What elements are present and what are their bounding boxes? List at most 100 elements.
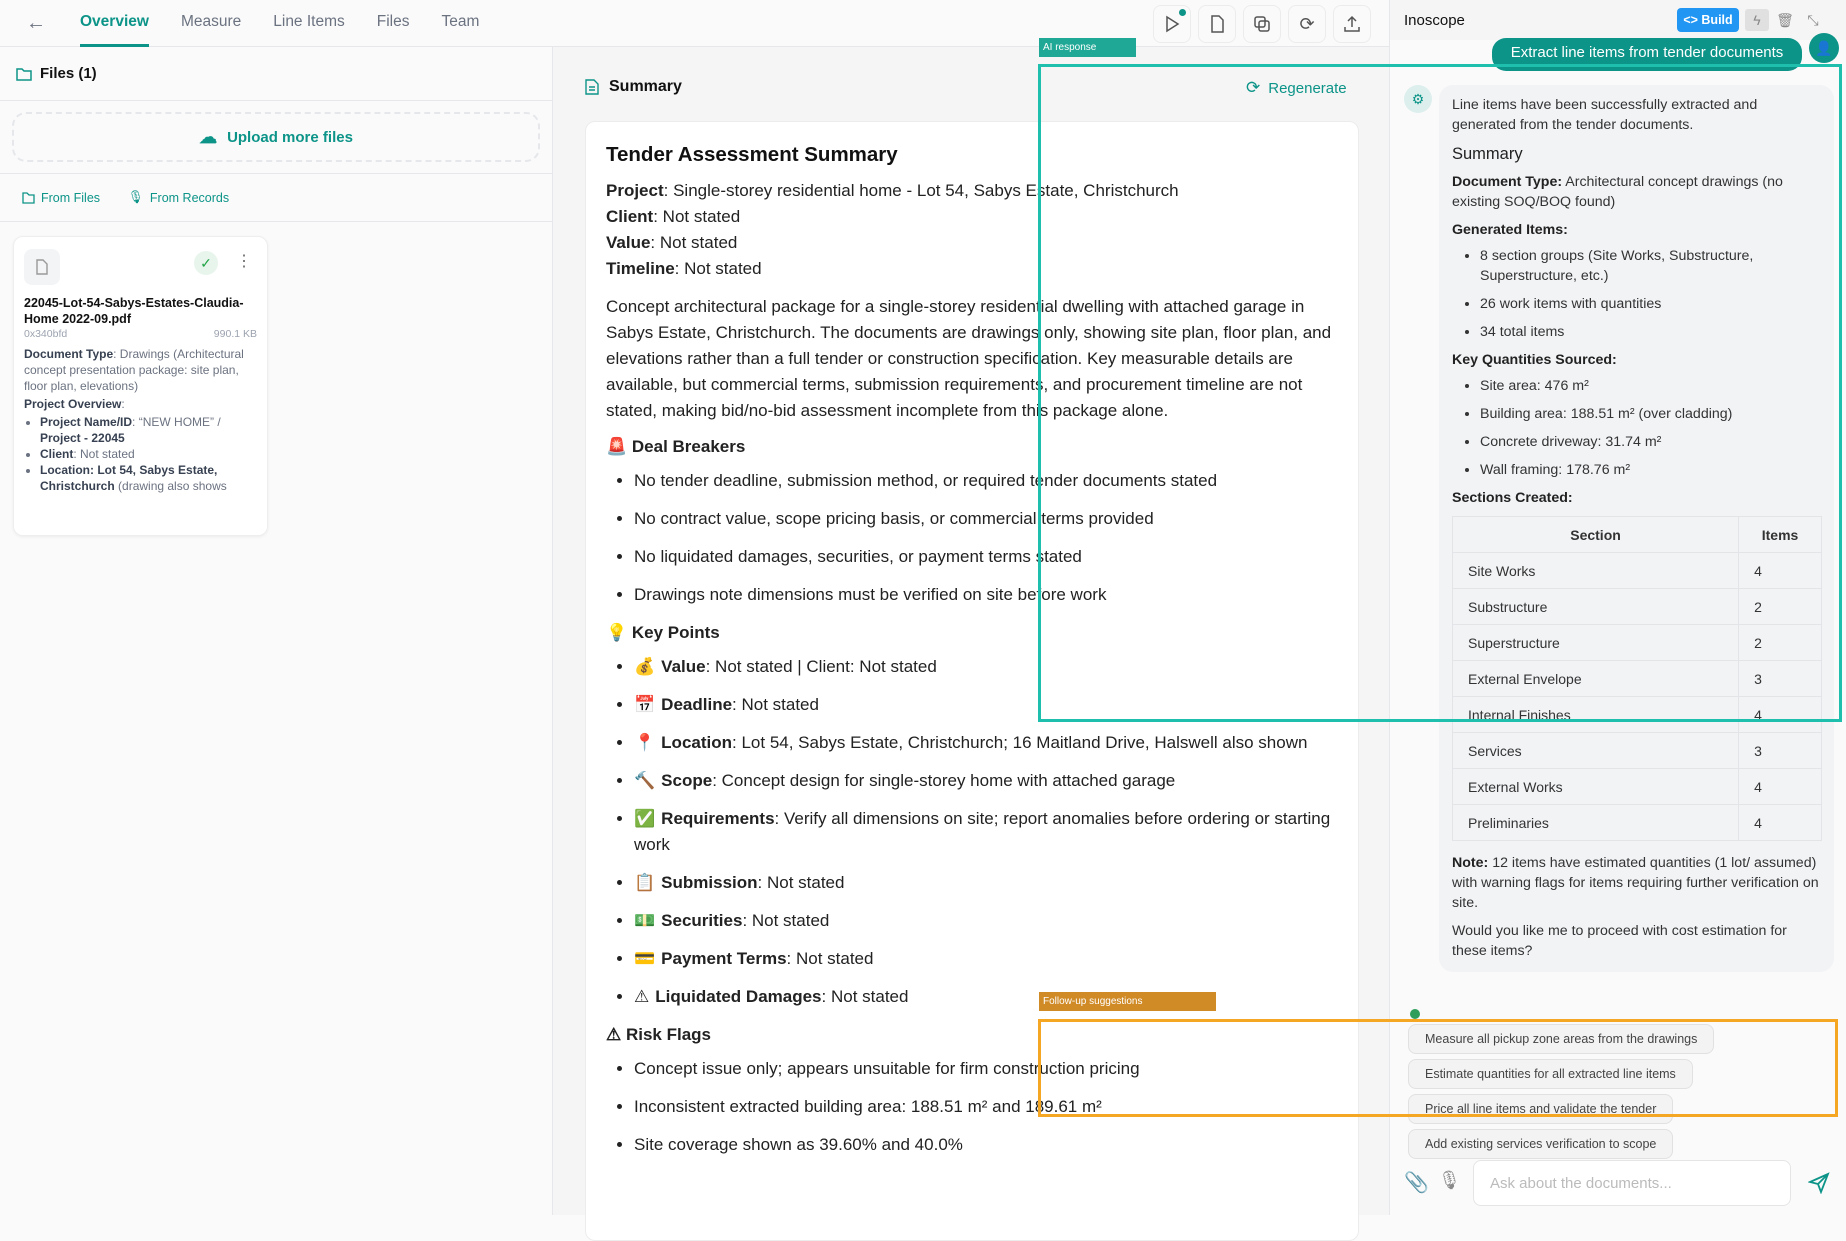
refresh-icon: ⟳ [1299,13,1315,34]
generated-label: Generated Items: [1452,222,1568,238]
table-row: Preliminaries 4 [1451,804,1822,841]
key-point-label: Value [661,657,706,676]
export-button[interactable] [1333,5,1371,43]
section-cell: Superstructure [1451,624,1740,661]
build-label: Build [1701,13,1733,27]
toolbar: ⟳ [1153,5,1371,43]
key-point-value: : Not stated [732,695,819,714]
key-point: 📋 Submission: Not stated [634,870,1338,896]
items-cell: 3 [1738,660,1822,697]
file-icon [1211,15,1224,33]
document-icon [585,79,599,95]
emoji-icon: 📋 [634,873,656,892]
items-cell: 4 [1738,804,1822,841]
list-item: No liquidated damages, securities, or pa… [634,544,1338,570]
emoji-icon: 💰 [634,657,656,676]
sections-label: Sections Created: [1452,490,1573,506]
fact-label: Value [606,233,651,252]
minimize-icon[interactable]: ⤡ [1807,12,1819,28]
run-button[interactable] [1153,5,1191,43]
trash-icon[interactable]: 🗑 [1776,12,1794,28]
followup-label: Follow-up suggestions [1039,992,1216,1011]
table-row: Internal Finishes 4 [1451,696,1822,733]
microphone-icon[interactable]: 🎙 [1438,1170,1461,1190]
chat-input[interactable] [1473,1160,1791,1206]
summary-header: Summary [585,78,682,96]
bullet-value: : Not stated [73,447,135,461]
lightning-icon[interactable]: ϟ [1745,9,1769,31]
key-point: 🔨 Scope: Concept design for single-storey… [634,768,1338,794]
from-files-label: From Files [41,190,101,205]
key-point-value: : Not stated [786,949,874,968]
regenerate-button[interactable]: ⟳ Regenerate [1246,78,1347,98]
list-item: Wall framing: 178.76 m² [1480,460,1821,480]
tab-measure[interactable]: Measure [180,13,242,30]
list-item: Site area: 476 m² [1480,376,1821,396]
section-cell: External Works [1451,768,1740,805]
overview-paragraph: Concept architectural package for a sing… [606,297,1332,420]
doc-type-value: : Drawings (Architectural concept presen… [24,347,244,393]
key-point-value: : Lot 54, Sabys Estate, Christchurch; 16… [732,733,1308,752]
emoji-icon: 💵 [634,911,656,930]
copy-button[interactable] [1243,5,1281,43]
suggestion-chip[interactable]: Measure all pickup zone areas from the d… [1408,1024,1715,1054]
send-icon[interactable] [1808,1172,1830,1194]
tab-overview[interactable]: Overview [80,0,149,47]
status-dot [1179,9,1186,16]
items-cell: 4 [1738,696,1822,733]
ai-response-label: AI response [1039,38,1136,57]
play-icon [1166,15,1180,33]
document-button[interactable] [1198,5,1236,43]
deal-breakers-heading: 🚨 Deal Breakers [606,437,746,456]
emoji-icon: 💳 [634,949,656,968]
summary-panel: Summary ⟳ Regenerate Tender Assessment Su… [553,47,1389,1241]
refresh-button[interactable]: ⟳ [1288,5,1326,43]
doc-type-label: Document Type: [1452,174,1563,190]
tab-line-items[interactable]: Line Items [273,13,345,30]
fact-row: Value: Not stated [606,230,1338,256]
section-cell: Internal Finishes [1451,696,1740,733]
build-button[interactable]: <> Build [1677,8,1739,32]
key-point-value: : Not stated | Client: Not stated [705,657,937,676]
from-records-button[interactable]: 🎙 From Records [128,190,229,205]
key-point-value: : Not stated [821,987,909,1006]
folder-icon [22,191,35,204]
paperclip-icon[interactable]: 📎 [1404,1172,1429,1194]
header-items: Items [1738,516,1822,553]
fact-label: Client [606,207,654,226]
file-card[interactable]: ✓ ⋮ 22045-Lot-54-Sabys-Estates-Claudia-H… [13,236,268,536]
doc-type-value: Architectural concept drawings (no exist… [1452,174,1783,210]
suggestion-chip[interactable]: Estimate quantities for all extracted li… [1408,1059,1693,1089]
doc-title: Tender Assessment Summary [606,143,898,166]
chat-panel: Inoscope <> Build ϟ 🗑 ⤡ Extract line ite… [1389,0,1846,1215]
files-panel: Files (1) ☁ Upload more files From Files… [0,47,553,1215]
back-arrow-icon[interactable]: ← [26,12,46,34]
copy-icon [1254,16,1270,32]
file-size: 990.1 KB [213,328,257,340]
upload-icon [1344,15,1360,32]
suggestion-chip[interactable]: Add existing services verification to sc… [1408,1129,1674,1159]
user-avatar-icon: 👤 [1809,33,1839,63]
file-icon [24,249,60,285]
list-item: No contract value, scope pricing basis, … [634,506,1338,532]
key-point-value: : Verify all dimensions on site; report … [634,809,1331,854]
upload-more-files-button[interactable]: ☁ Upload more files [12,112,540,162]
header-section: Section [1451,516,1740,553]
suggestion-chip[interactable]: Price all line items and validate the te… [1408,1094,1674,1124]
tab-files[interactable]: Files [376,13,410,30]
upload-label: Upload more files [227,128,353,146]
more-options-icon[interactable]: ⋮ [236,253,252,270]
note-label: Note: [1452,855,1489,871]
bullet-label: Client [40,447,74,461]
chat-title: Inoscope [1404,11,1465,29]
from-files-button[interactable]: From Files [22,191,100,205]
fact-row: Timeline: Not stated [606,256,1338,282]
list-item: 8 section groups (Site Works, Substructu… [1480,246,1821,286]
fact-label: Timeline [606,259,675,278]
list-item: Concept issue only; appears unsuitable f… [634,1056,1338,1082]
tab-team[interactable]: Team [441,13,480,30]
file-hash: 0x340bfd [24,328,68,340]
items-cell: 3 [1738,732,1822,769]
key-point-value: : Not stated [742,911,830,930]
cpu-icon: ⚙ [1404,85,1432,113]
